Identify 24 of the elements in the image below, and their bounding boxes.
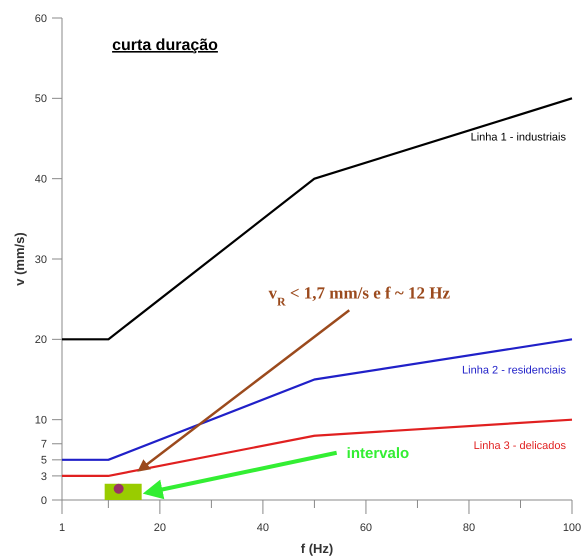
- annotation: v$_{R}$ < 1,7 mm/s e f ~ 12 Hz: [268, 283, 450, 308]
- series-label: Linha 2 - residenciais: [462, 364, 566, 376]
- y-tick-label: 40: [34, 174, 47, 186]
- y-tick-label: 30: [34, 254, 47, 266]
- x-tick-label: 1: [58, 522, 66, 534]
- x-axis-title: f (Hz): [300, 541, 334, 556]
- y-axis-title: v (mm/s): [12, 232, 27, 286]
- x-tick-label: 80: [462, 522, 476, 534]
- y-tick-label: 0: [40, 494, 47, 507]
- y-tick-label: 20: [34, 334, 47, 346]
- x-tick-label: 100: [562, 522, 582, 534]
- series-label: Linha 1 - industriais: [470, 131, 566, 144]
- series-label: Linha 3 - delicados: [474, 440, 566, 452]
- y-tick-label: 3: [40, 470, 47, 483]
- annotation: intervalo: [346, 445, 410, 462]
- y-tick-label: 50: [34, 93, 47, 106]
- x-tick-label: 40: [256, 522, 270, 534]
- x-tick-label: 20: [154, 522, 166, 534]
- text: curta duração: [112, 37, 218, 54]
- y-tick-label: 60: [34, 12, 47, 25]
- y-tick-label: 5: [40, 454, 47, 467]
- x-tick-label: 60: [360, 522, 372, 534]
- y-tick-label: 7: [40, 438, 47, 451]
- y-tick-label: 10: [34, 414, 47, 427]
